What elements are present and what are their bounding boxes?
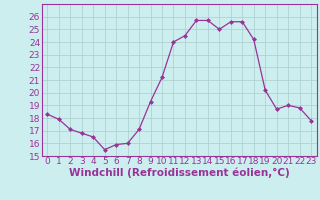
X-axis label: Windchill (Refroidissement éolien,°C): Windchill (Refroidissement éolien,°C) (69, 168, 290, 178)
